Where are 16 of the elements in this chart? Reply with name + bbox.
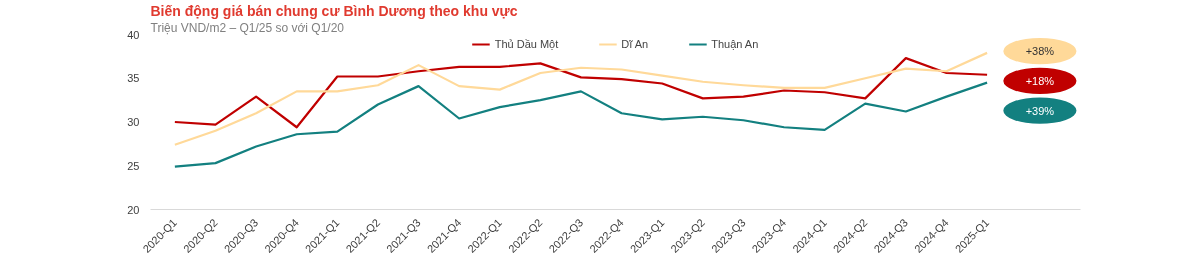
text: +18% — [1025, 74, 1055, 87]
legend-label: Thuận An — [711, 38, 759, 50]
y-tick-label: 20 — [127, 203, 140, 216]
chart-title: Biến động giá bán chung cư Bình Dương theo khu vực — [150, 2, 518, 19]
y-tick-label: 35 — [127, 72, 140, 85]
chart-subtitle: Triệu VND/m2 – Q1/25 so với Q1/20 — [150, 20, 345, 35]
y-tick-label: 30 — [127, 116, 140, 128]
y-tick-label: 40 — [127, 28, 140, 41]
line-series — [173, 81, 989, 168]
y-tick-label: 25 — [127, 159, 140, 172]
text: +39% — [1025, 104, 1055, 117]
line-series — [173, 57, 989, 129]
text: +38% — [1025, 45, 1055, 58]
line-series — [173, 51, 989, 146]
legend-label: Dĩ An — [621, 38, 649, 50]
legend-label: Thủ Dầu Một — [494, 38, 559, 50]
